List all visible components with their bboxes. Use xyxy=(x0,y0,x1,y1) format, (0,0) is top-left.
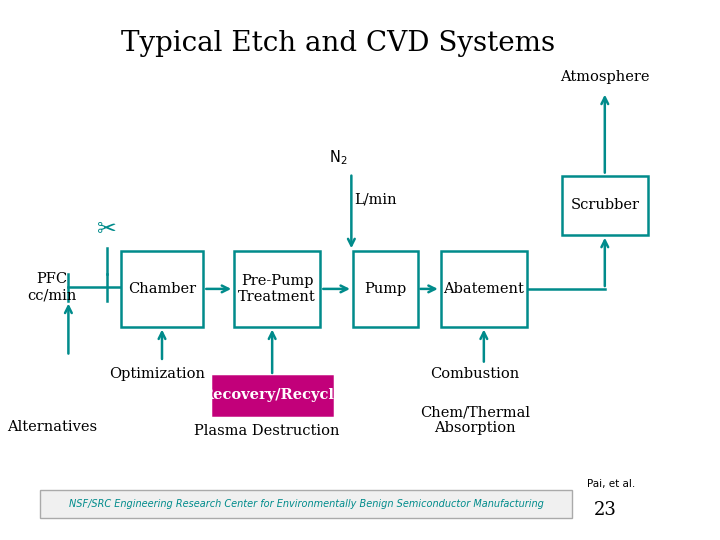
Bar xyxy=(40,490,572,518)
Bar xyxy=(121,251,204,327)
Text: L/min: L/min xyxy=(354,193,397,207)
Text: Pre-Pump
Treatment: Pre-Pump Treatment xyxy=(238,274,316,304)
Bar xyxy=(562,176,648,235)
Text: Typical Etch and CVD Systems: Typical Etch and CVD Systems xyxy=(122,30,555,57)
Text: Chem/Thermal
Absorption: Chem/Thermal Absorption xyxy=(420,405,530,435)
Text: Combustion: Combustion xyxy=(431,367,520,381)
Text: Atmosphere: Atmosphere xyxy=(560,70,649,84)
Bar xyxy=(441,251,527,327)
Text: Pai, et al.: Pai, et al. xyxy=(587,478,635,489)
Bar xyxy=(213,376,331,415)
Text: Chamber: Chamber xyxy=(128,282,196,296)
Text: NSF/SRC Engineering Research Center for Environmentally Benign Semiconductor Man: NSF/SRC Engineering Research Center for … xyxy=(68,500,544,509)
Text: Plasma Destruction: Plasma Destruction xyxy=(194,424,339,438)
Text: Optimization: Optimization xyxy=(109,367,205,381)
Bar xyxy=(234,251,320,327)
Text: Abatement: Abatement xyxy=(444,282,524,296)
Text: PFC
cc/min: PFC cc/min xyxy=(27,272,76,302)
Text: Scrubber: Scrubber xyxy=(570,198,639,212)
Text: Pump: Pump xyxy=(364,282,406,296)
Bar xyxy=(353,251,418,327)
Text: N$_2$: N$_2$ xyxy=(329,148,348,167)
Text: Alternatives: Alternatives xyxy=(6,420,97,434)
Text: ✂: ✂ xyxy=(96,218,117,241)
Text: 23: 23 xyxy=(593,502,616,519)
Text: Recovery/Recycle: Recovery/Recycle xyxy=(201,388,343,402)
